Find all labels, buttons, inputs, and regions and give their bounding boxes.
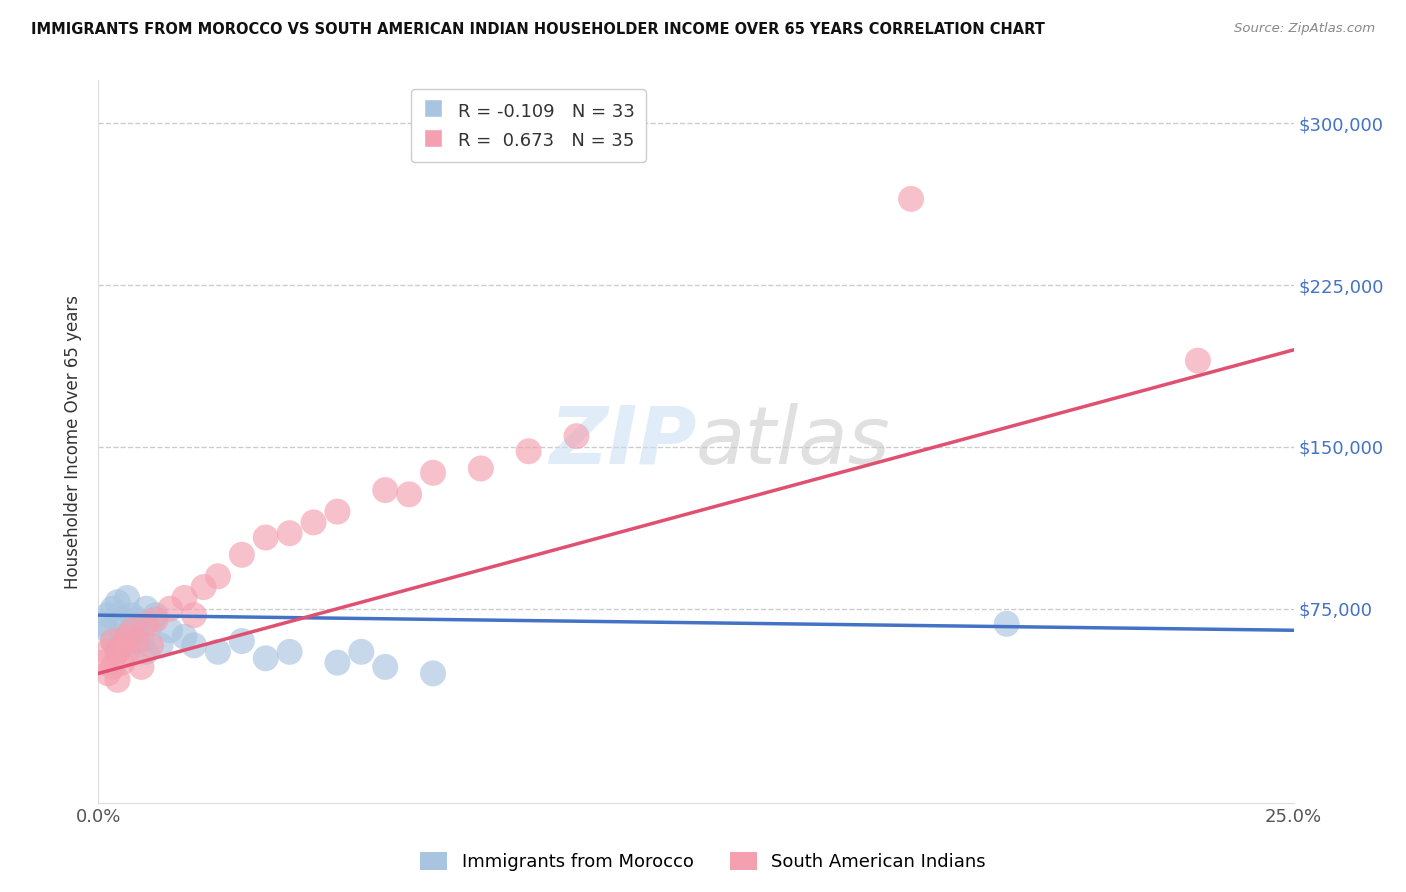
Point bbox=[101, 634, 124, 648]
Point bbox=[125, 612, 148, 626]
Legend: R = -0.109   N = 33, R =  0.673   N = 35: R = -0.109 N = 33, R = 0.673 N = 35 bbox=[412, 89, 645, 161]
Point bbox=[135, 616, 157, 631]
Point bbox=[145, 608, 167, 623]
Y-axis label: Householder Income Over 65 years: Householder Income Over 65 years bbox=[65, 294, 83, 589]
Point bbox=[135, 601, 157, 615]
Point bbox=[470, 461, 492, 475]
Point bbox=[107, 595, 129, 609]
Point bbox=[517, 444, 540, 458]
Point bbox=[125, 624, 148, 638]
Point bbox=[97, 624, 120, 638]
Legend: Immigrants from Morocco, South American Indians: Immigrants from Morocco, South American … bbox=[413, 845, 993, 879]
Point bbox=[101, 634, 124, 648]
Point bbox=[207, 569, 229, 583]
Point bbox=[111, 612, 134, 626]
Point bbox=[125, 634, 148, 648]
Point bbox=[101, 601, 124, 615]
Text: Source: ZipAtlas.com: Source: ZipAtlas.com bbox=[1234, 22, 1375, 36]
Point bbox=[139, 638, 162, 652]
Point bbox=[101, 660, 124, 674]
Point bbox=[422, 466, 444, 480]
Point bbox=[107, 645, 129, 659]
Point bbox=[131, 660, 153, 674]
Text: atlas: atlas bbox=[696, 402, 891, 481]
Point bbox=[173, 591, 195, 605]
Point bbox=[350, 645, 373, 659]
Point bbox=[183, 638, 205, 652]
Point bbox=[115, 591, 138, 605]
Point bbox=[374, 660, 396, 674]
Point bbox=[107, 645, 129, 659]
Point bbox=[995, 616, 1018, 631]
Point bbox=[115, 630, 138, 644]
Point bbox=[115, 638, 138, 652]
Point bbox=[326, 505, 349, 519]
Point bbox=[97, 666, 120, 681]
Point bbox=[1187, 353, 1209, 368]
Point bbox=[91, 616, 114, 631]
Point bbox=[139, 616, 162, 631]
Point bbox=[145, 612, 167, 626]
Point bbox=[107, 673, 129, 687]
Point bbox=[231, 634, 253, 648]
Point bbox=[111, 656, 134, 670]
Point bbox=[111, 638, 134, 652]
Point bbox=[135, 645, 157, 659]
Point bbox=[254, 651, 277, 665]
Point bbox=[302, 516, 325, 530]
Point bbox=[193, 580, 215, 594]
Point bbox=[374, 483, 396, 497]
Point bbox=[159, 624, 181, 638]
Point bbox=[326, 656, 349, 670]
Point bbox=[254, 531, 277, 545]
Point bbox=[97, 645, 120, 659]
Point bbox=[121, 608, 143, 623]
Point bbox=[111, 630, 134, 644]
Point bbox=[121, 616, 143, 631]
Point bbox=[121, 624, 143, 638]
Point bbox=[91, 656, 114, 670]
Point bbox=[278, 645, 301, 659]
Point bbox=[278, 526, 301, 541]
Point bbox=[149, 638, 172, 652]
Point bbox=[422, 666, 444, 681]
Text: IMMIGRANTS FROM MOROCCO VS SOUTH AMERICAN INDIAN HOUSEHOLDER INCOME OVER 65 YEAR: IMMIGRANTS FROM MOROCCO VS SOUTH AMERICA… bbox=[31, 22, 1045, 37]
Point bbox=[231, 548, 253, 562]
Point bbox=[207, 645, 229, 659]
Point bbox=[900, 192, 922, 206]
Point bbox=[131, 634, 153, 648]
Point bbox=[398, 487, 420, 501]
Point bbox=[97, 608, 120, 623]
Point bbox=[173, 630, 195, 644]
Text: ZIP: ZIP bbox=[548, 402, 696, 481]
Point bbox=[115, 645, 138, 659]
Point bbox=[159, 601, 181, 615]
Point bbox=[183, 608, 205, 623]
Point bbox=[565, 429, 588, 443]
